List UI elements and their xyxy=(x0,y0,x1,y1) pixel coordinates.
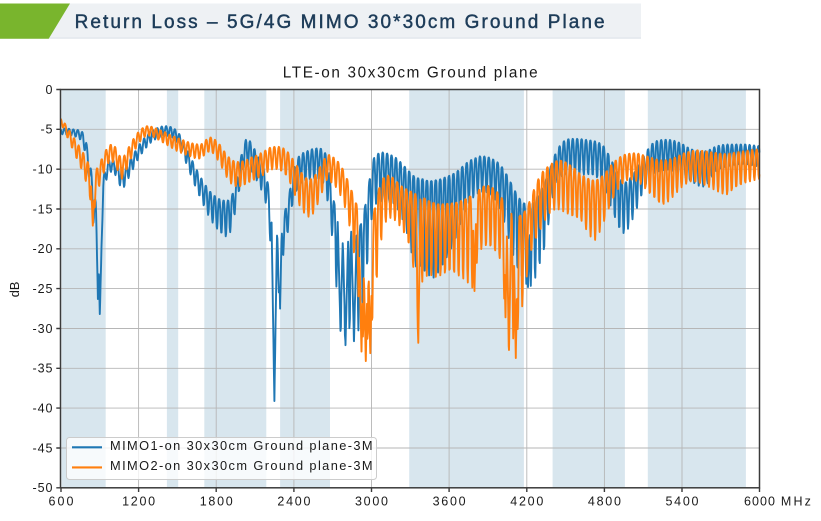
svg-text:MHz: MHz xyxy=(781,495,811,509)
svg-text:dB: dB xyxy=(7,282,22,298)
svg-text:6000: 6000 xyxy=(744,495,775,509)
svg-text:3600: 3600 xyxy=(433,495,466,509)
svg-text:-50: -50 xyxy=(33,481,53,495)
svg-text:600: 600 xyxy=(49,495,74,509)
svg-text:1200: 1200 xyxy=(122,495,155,509)
svg-text:-35: -35 xyxy=(33,362,53,376)
svg-text:-5: -5 xyxy=(41,123,53,137)
svg-text:-45: -45 xyxy=(33,441,53,455)
svg-text:5400: 5400 xyxy=(666,495,699,509)
svg-text:LTE-on 30x30cm Ground plane: LTE-on 30x30cm Ground plane xyxy=(283,64,538,81)
svg-text:0: 0 xyxy=(46,83,53,97)
svg-text:3000: 3000 xyxy=(355,495,388,509)
svg-text:Return Loss – 5G/4G MIMO 30*30: Return Loss – 5G/4G MIMO 30*30cm Ground … xyxy=(75,12,605,33)
svg-text:4800: 4800 xyxy=(588,495,621,509)
svg-text:-20: -20 xyxy=(33,242,53,256)
svg-text:-15: -15 xyxy=(33,202,53,216)
svg-text:-40: -40 xyxy=(33,402,53,416)
svg-text:4200: 4200 xyxy=(510,495,543,509)
svg-text:MIMO2-on 30x30cm Ground plane-: MIMO2-on 30x30cm Ground plane-3M xyxy=(110,458,373,473)
svg-text:-10: -10 xyxy=(33,163,53,177)
svg-text:2400: 2400 xyxy=(277,495,310,509)
svg-text:1800: 1800 xyxy=(200,495,233,509)
svg-text:-25: -25 xyxy=(33,282,53,296)
svg-text:-30: -30 xyxy=(33,322,53,336)
svg-text:MIMO1-on 30x30cm Ground plane-: MIMO1-on 30x30cm Ground plane-3M xyxy=(110,438,373,453)
